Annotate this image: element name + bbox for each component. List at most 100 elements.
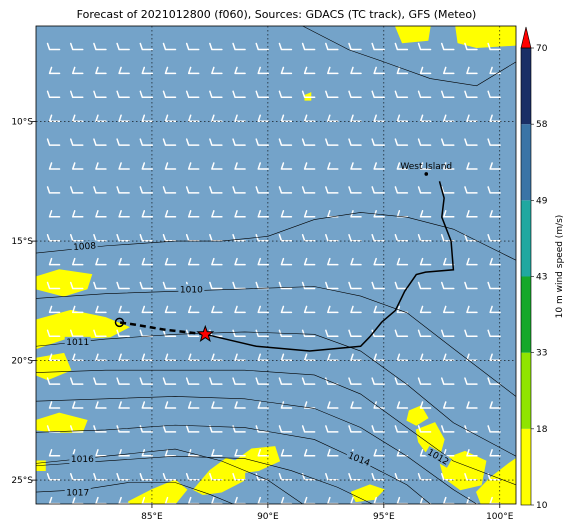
wind-barb bbox=[185, 138, 200, 146]
wind-barb bbox=[118, 353, 130, 361]
wind-barb bbox=[187, 353, 200, 361]
colorbar-tick-label: 58 bbox=[536, 120, 548, 130]
wind-barb bbox=[348, 377, 362, 385]
wind-barb bbox=[116, 42, 130, 51]
wind-barb bbox=[232, 281, 246, 290]
wind-barb bbox=[69, 90, 84, 99]
wind-barb bbox=[348, 186, 362, 194]
wind-barb bbox=[95, 114, 107, 122]
wind-barb bbox=[373, 114, 385, 122]
wind-barb bbox=[301, 377, 316, 385]
wind-barb bbox=[46, 472, 61, 481]
wind-barb bbox=[396, 257, 409, 266]
wind-barb bbox=[187, 305, 200, 314]
contour-label-background bbox=[424, 446, 452, 468]
wind-barb bbox=[141, 449, 154, 457]
place-label: West Island bbox=[400, 162, 452, 172]
wind-barb bbox=[466, 210, 478, 218]
wind-barb bbox=[234, 210, 246, 218]
wind-barb bbox=[46, 42, 61, 51]
wind-barb bbox=[116, 186, 130, 194]
wind-barb bbox=[487, 377, 501, 385]
wind-barb bbox=[232, 329, 246, 338]
wind-barb bbox=[443, 210, 455, 218]
wind-barb bbox=[350, 353, 362, 361]
wind-barb bbox=[303, 114, 316, 122]
wind-barb bbox=[162, 42, 177, 51]
wind-barb bbox=[371, 42, 385, 51]
wind-barb bbox=[487, 42, 501, 51]
wind-barb bbox=[278, 472, 293, 481]
wind-barb bbox=[417, 329, 432, 338]
land-patch bbox=[455, 26, 516, 49]
wind-barb bbox=[325, 186, 339, 194]
wind-barb bbox=[396, 353, 409, 361]
wind-barbs-layer bbox=[46, 42, 501, 504]
wind-barb bbox=[211, 305, 223, 314]
contour-label-background bbox=[69, 453, 96, 464]
place-marker bbox=[424, 172, 429, 176]
wind-barb bbox=[118, 401, 130, 409]
land-patch bbox=[304, 92, 312, 101]
map-frame bbox=[35, 25, 517, 505]
wind-barb bbox=[93, 42, 107, 51]
wind-barb bbox=[211, 66, 223, 75]
y-tick-label: 15°S bbox=[11, 237, 33, 247]
wind-barb bbox=[93, 425, 107, 433]
wind-barb bbox=[443, 353, 455, 361]
wind-barb bbox=[257, 305, 269, 314]
colorbar-segment bbox=[521, 124, 531, 201]
wind-barb bbox=[48, 210, 61, 218]
wind-barb bbox=[48, 162, 61, 170]
wind-barb bbox=[232, 186, 246, 194]
x-tick-label: 95°E bbox=[373, 512, 395, 522]
wind-barb bbox=[396, 66, 409, 75]
wind-barb bbox=[464, 42, 478, 51]
wind-barb bbox=[278, 90, 293, 99]
wind-barb bbox=[489, 257, 501, 266]
wind-barb bbox=[255, 425, 269, 433]
wind-barb bbox=[303, 449, 316, 457]
wind-barb bbox=[327, 66, 339, 75]
wind-barb bbox=[71, 114, 84, 122]
wind-barb bbox=[348, 138, 362, 146]
wind-barb bbox=[303, 210, 316, 218]
wind-barb bbox=[95, 305, 107, 314]
wind-barb bbox=[443, 305, 455, 314]
wind-barb bbox=[303, 66, 316, 75]
land-patch bbox=[475, 457, 516, 504]
wind-barb bbox=[187, 210, 200, 218]
wind-barb bbox=[164, 162, 177, 170]
wind-barb bbox=[348, 233, 362, 242]
colorbar-tick-label: 18 bbox=[536, 425, 548, 435]
wind-barb bbox=[394, 42, 409, 51]
wind-barb bbox=[280, 401, 293, 409]
wind-barb bbox=[394, 233, 409, 242]
wind-barb bbox=[69, 377, 84, 385]
wind-barb bbox=[255, 377, 269, 385]
wind-barb bbox=[325, 90, 339, 99]
map-area[interactable]: 10081008101010111012101410161017 West Is… bbox=[36, 26, 541, 504]
wind-barb bbox=[69, 186, 84, 194]
wind-barb bbox=[118, 66, 130, 75]
colorbar-segment bbox=[521, 200, 531, 277]
wind-barb bbox=[489, 305, 501, 314]
wind-barb bbox=[69, 281, 84, 290]
wind-barb bbox=[162, 425, 177, 433]
wind-barb bbox=[464, 138, 478, 146]
wind-barb bbox=[116, 281, 130, 290]
wind-barb bbox=[394, 472, 409, 481]
land-patch bbox=[227, 446, 281, 474]
wind-barb bbox=[443, 114, 455, 122]
wind-barb bbox=[303, 162, 316, 170]
wind-barb bbox=[278, 377, 293, 385]
wind-barb bbox=[71, 353, 84, 361]
contour-label-background bbox=[345, 449, 373, 469]
land-patch bbox=[36, 309, 130, 350]
wind-barb bbox=[371, 186, 385, 194]
x-tick-label: 85°E bbox=[141, 512, 163, 522]
wind-barb bbox=[162, 281, 177, 290]
wind-barb bbox=[95, 449, 107, 457]
wind-barb bbox=[301, 281, 316, 290]
